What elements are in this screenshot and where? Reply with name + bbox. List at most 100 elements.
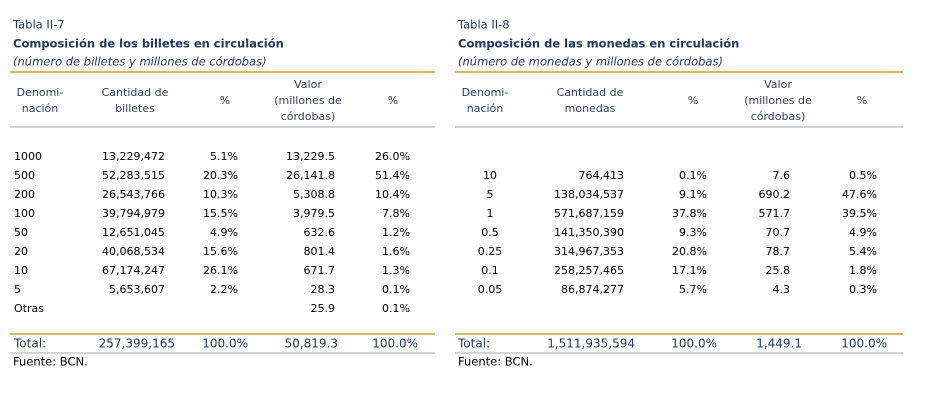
cell: 3,979.5 [293,207,335,220]
cell: 20 [14,245,28,258]
cell: 138,034,537 [554,188,624,201]
cell: 26,141.8 [286,169,335,182]
total-cell: 1,511,935,594 [547,337,635,351]
cell: 0.1% [382,283,410,296]
column-header: monedas [565,102,616,115]
cell: 0.25 [478,245,503,258]
cell: Otras [14,302,44,315]
total-cell: 50,819.3 [285,337,338,351]
cell: 52,283,515 [102,169,165,182]
column-header: % [688,94,698,107]
total-cell: 100.0% [202,337,248,351]
cell: 5.1% [210,150,238,163]
total-cell: Total: [13,337,46,351]
cell: 86,874,277 [561,283,624,296]
cell: 26.1% [203,264,238,277]
cell: 78.7 [766,245,791,258]
column-header: (millones de [744,94,812,107]
total-cell: 100.0% [372,337,418,351]
cell: 15.5% [203,207,238,220]
column-header: % [388,94,398,107]
column-header: % [857,94,867,107]
column-header: Cantidad de [557,86,624,99]
column-header: (millones de [274,94,342,107]
cell: 50 [14,226,28,239]
cell: 7.6 [773,169,791,182]
total-cell: 100.0% [671,337,717,351]
column-header: billetes [115,102,155,115]
cell: 0.05 [478,283,503,296]
cell: 10.4% [375,188,410,201]
cell: 5,653,607 [109,283,165,296]
cell: 37.8% [672,207,707,220]
cell: 26,543,766 [102,188,165,201]
total-cell: Total: [457,337,490,351]
cell: 690.2 [759,188,791,201]
column-header: Valor [294,78,322,91]
cell: 20.8% [672,245,707,258]
cell: 5,308.8 [293,188,335,201]
cell: 571.7 [759,207,791,220]
cell: 13,229,472 [102,150,165,163]
cell: 632.6 [304,226,336,239]
cell: 258,257,465 [554,264,624,277]
cell: 12,651,045 [102,226,165,239]
cell: 100 [14,207,35,220]
table-subtitle: (número de monedas y millones de córdoba… [458,55,723,69]
cell: 70.7 [766,226,791,239]
table-title: Composición de los billetes en circulaci… [13,37,284,51]
column-header: Denomi- [462,86,509,99]
table-label: Tabla II-8 [457,18,510,32]
table-subtitle: (número de billetes y millones de córdob… [13,55,267,69]
column-header: córdobas) [281,110,336,123]
cell: 0.1% [679,169,707,182]
cell: 1 [487,207,494,220]
cell: 28.3 [311,283,336,296]
column-header: % [220,94,230,107]
cell: 200 [14,188,35,201]
cell: 25.9 [311,302,336,315]
cell: 2.2% [210,283,238,296]
cell: 9.1% [679,188,707,201]
cell: 141,350,390 [554,226,624,239]
cell: 1000 [14,150,42,163]
cell: 764,413 [579,169,625,182]
cell: 39,794,979 [102,207,165,220]
cell: 25.8 [766,264,791,277]
source: Fuente: BCN. [458,355,533,369]
cell: 17.1% [672,264,707,277]
cell: 571,687,159 [554,207,624,220]
total-cell: 100.0% [841,337,887,351]
cell: 67,174,247 [102,264,165,277]
cell: 5 [14,283,21,296]
cell: 26.0% [375,150,410,163]
total-cell: 1,449.1 [756,337,802,351]
cell: 39.5% [842,207,877,220]
column-header: nación [467,102,504,115]
cell: 801.4 [304,245,336,258]
column-header: córdobas) [751,110,806,123]
cell: 5 [487,188,494,201]
cell: 1.2% [382,226,410,239]
cell: 0.1% [382,302,410,315]
cell: 671.7 [304,264,336,277]
cell: 500 [14,169,35,182]
cell: 1.3% [382,264,410,277]
cell: 0.1 [481,264,499,277]
cell: 47.6% [842,188,877,201]
source: Fuente: BCN. [13,355,88,369]
cell: 10 [14,264,28,277]
cell: 4.9% [849,226,877,239]
column-header: Denomi- [17,86,64,99]
column-header: nación [22,102,59,115]
cell: 4.3 [773,283,791,296]
cell: 1.6% [382,245,410,258]
cell: 40,068,534 [102,245,165,258]
cell: 15.6% [203,245,238,258]
cell: 1.8% [849,264,877,277]
cell: 7.8% [382,207,410,220]
cell: 5.4% [849,245,877,258]
cell: 0.3% [849,283,877,296]
cell: 13,229.5 [286,150,335,163]
